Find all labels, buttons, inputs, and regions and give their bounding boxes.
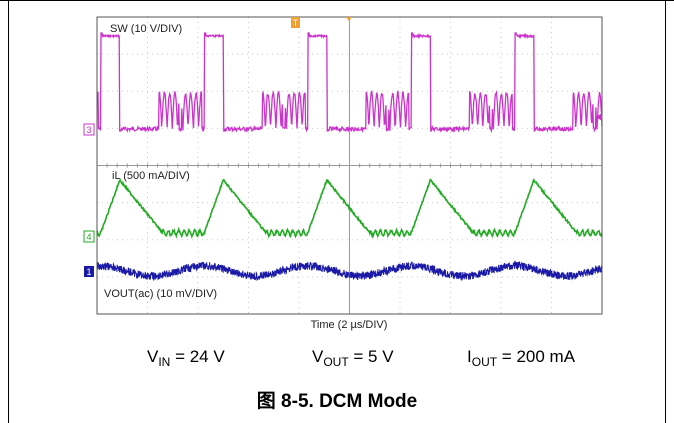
iout-value: = 200 mA (497, 347, 576, 366)
trigger-marker-label: T (293, 18, 299, 28)
ch3-marker-label: 3 (86, 125, 91, 135)
scope-grid (96, 17, 603, 314)
ch4-marker (83, 230, 95, 243)
vout-condition: VOUT = 5 V (312, 347, 394, 369)
frame-top-border (0, 0, 674, 1)
vin-subscript: IN (158, 355, 171, 369)
vout-subscript: OUT (323, 355, 349, 369)
ch4-marker-label: 4 (86, 232, 91, 242)
iout-subscript: OUT (471, 355, 498, 369)
ch1-marker-label: 1 (86, 267, 91, 277)
trigger-marker (291, 17, 300, 28)
sw-trace-label: SW (10 V/DIV) (110, 23, 182, 35)
iout-condition: IOUT = 200 mA (467, 347, 575, 369)
vin-condition: VIN = 24 V (147, 347, 225, 369)
sw-level-marker (596, 113, 602, 121)
trigger-position-marker (346, 17, 352, 21)
vout-trace-label: VOUT(ac) (10 mV/DIV) (104, 288, 217, 300)
figure-caption: 图 8-5. DCM Mode (256, 391, 418, 412)
scope-traces (96, 32, 603, 282)
ch3-marker (83, 123, 95, 136)
vout-trace (96, 260, 603, 282)
time-axis-label: Time (2 µs/DIV) (311, 319, 388, 331)
ch1-marker (84, 266, 94, 277)
vin-value: = 24 V (170, 347, 225, 366)
il-trace-label: iL (500 mA/DIV) (112, 170, 190, 182)
sw-trace (96, 32, 603, 134)
vout-value: = 5 V (348, 347, 394, 366)
oscilloscope-capture: SW (10 V/DIV) iL (500 mA/DIV) VOUT(ac) (… (83, 16, 603, 331)
vout-symbol: V (312, 347, 324, 366)
frame-left-border (8, 0, 9, 423)
iout-symbol: I (467, 347, 472, 366)
vin-symbol: V (147, 347, 159, 366)
il-trace (96, 178, 603, 240)
frame-right-border (665, 0, 666, 423)
